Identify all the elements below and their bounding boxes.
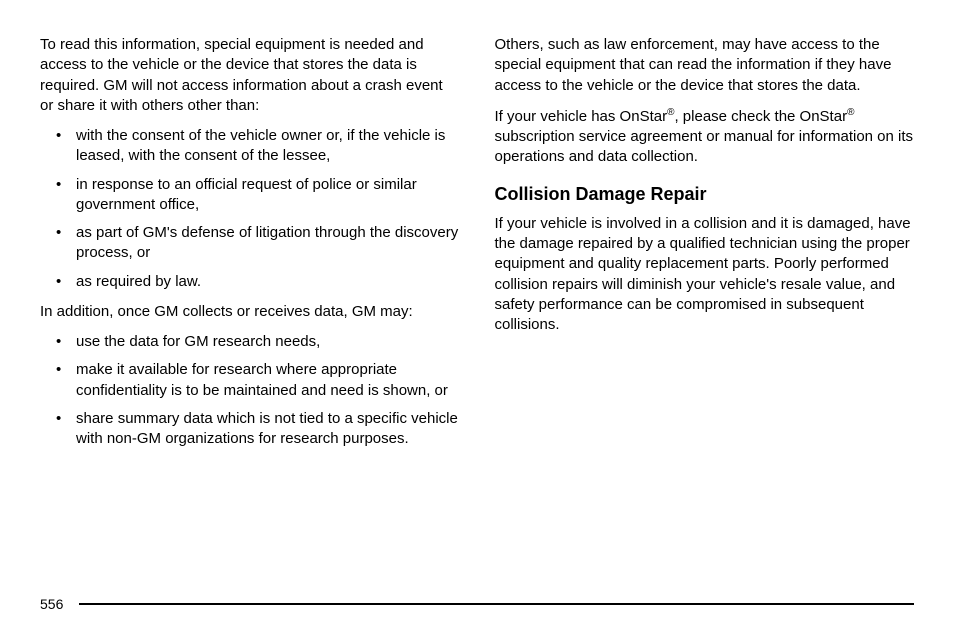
onstar-text-c: subscription service agreement or manual… — [495, 128, 914, 165]
onstar-text-a: If your vehicle has OnStar — [495, 108, 668, 125]
list-item: as required by law. — [40, 272, 460, 292]
page-columns: To read this information, special equipm… — [40, 35, 914, 459]
footer-rule — [79, 603, 914, 605]
registered-symbol: ® — [847, 107, 854, 118]
list-item: in response to an official request of po… — [40, 175, 460, 216]
page-footer: 556 — [40, 596, 914, 612]
list-item: share summary data which is not tied to … — [40, 409, 460, 450]
uses-list: use the data for GM research needs, make… — [40, 332, 460, 449]
page-number: 556 — [40, 596, 63, 612]
law-enforcement-paragraph: Others, such as law enforcement, may hav… — [495, 35, 915, 96]
conditions-list: with the consent of the vehicle owner or… — [40, 126, 460, 292]
right-column: Others, such as law enforcement, may hav… — [495, 35, 915, 459]
intro-paragraph: To read this information, special equipm… — [40, 35, 460, 116]
list-item: use the data for GM research needs, — [40, 332, 460, 352]
onstar-text-b: , please check the OnStar — [674, 108, 847, 125]
list-item: with the consent of the vehicle owner or… — [40, 126, 460, 167]
onstar-paragraph: If your vehicle has OnStar ®, please chec… — [495, 106, 915, 168]
additional-paragraph: In addition, once GM collects or receive… — [40, 302, 460, 322]
collision-paragraph: If your vehicle is involved in a collisi… — [495, 214, 915, 336]
left-column: To read this information, special equipm… — [40, 35, 460, 459]
collision-heading: Collision Damage Repair — [495, 182, 915, 206]
list-item: as part of GM's defense of litigation th… — [40, 223, 460, 264]
list-item: make it available for research where app… — [40, 360, 460, 401]
